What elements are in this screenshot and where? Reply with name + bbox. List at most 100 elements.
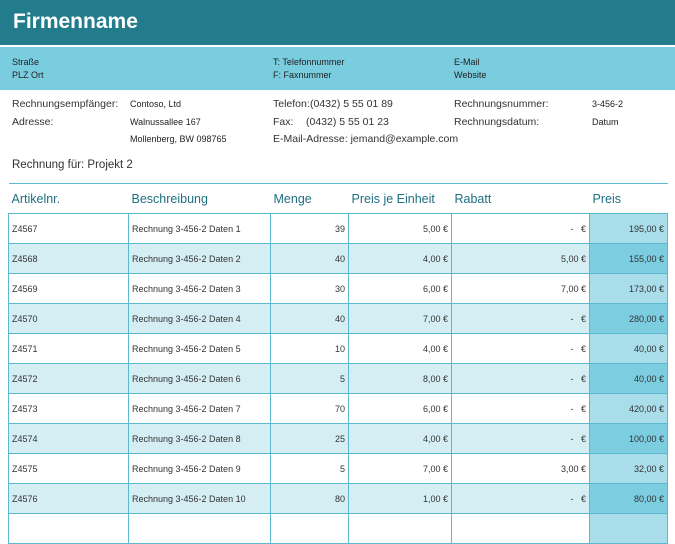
- cell: 8,00 €: [349, 364, 452, 394]
- cell: Rechnung 3-456-2 Daten 3: [129, 274, 271, 304]
- cell: [452, 514, 590, 544]
- cell: - €: [452, 334, 590, 364]
- label: Rechnungsdatum:: [454, 116, 539, 128]
- cell: 173,00 €: [590, 274, 668, 304]
- cell: 80,00 €: [590, 484, 668, 514]
- cell: 40,00 €: [590, 364, 668, 394]
- cell: [590, 514, 668, 544]
- row: Z4575Rechnung 3-456-2 Daten 957,00 €3,00…: [9, 454, 668, 484]
- header-bar: Firmenname: [0, 0, 675, 45]
- cell: - €: [452, 484, 590, 514]
- cell: 7,00 €: [349, 454, 452, 484]
- cell: Z4575: [9, 454, 129, 484]
- row: Z4569Rechnung 3-456-2 Daten 3306,00 €7,0…: [9, 274, 668, 304]
- column-header: Artikelnr.: [9, 184, 129, 214]
- cell: - €: [452, 394, 590, 424]
- cell: 30: [271, 274, 349, 304]
- cell: 32,00 €: [590, 454, 668, 484]
- cell: Z4567: [9, 214, 129, 244]
- column-header: Preis je Einheit: [349, 184, 452, 214]
- cell: Rechnung 3-456-2 Daten 7: [129, 394, 271, 424]
- cell: Rechnung 3-456-2 Daten 2: [129, 244, 271, 274]
- label: Adresse:: [12, 116, 53, 128]
- cell: Z4572: [9, 364, 129, 394]
- cell: Rechnung 3-456-2 Daten 6: [129, 364, 271, 394]
- cell: [349, 514, 452, 544]
- cell: 7,00 €: [452, 274, 590, 304]
- cell: 4,00 €: [349, 244, 452, 274]
- cell: Z4574: [9, 424, 129, 454]
- row: Z4568Rechnung 3-456-2 Daten 2404,00 €5,0…: [9, 244, 668, 274]
- phone: T: Telefonnummer: [273, 57, 344, 67]
- cell: 7,00 €: [349, 304, 452, 334]
- cell: - €: [452, 364, 590, 394]
- cell: - €: [452, 304, 590, 334]
- cell: 4,00 €: [349, 424, 452, 454]
- row: Z4570Rechnung 3-456-2 Daten 4407,00 €- €…: [9, 304, 668, 334]
- cell: - €: [452, 214, 590, 244]
- project: Rechnung für: Projekt 2: [12, 159, 133, 171]
- fax: F: Faxnummer: [273, 70, 332, 80]
- label: Fax:: [273, 116, 293, 128]
- cell: Rechnung 3-456-2 Daten 4: [129, 304, 271, 334]
- label: Rechnungsempfänger:: [12, 98, 118, 110]
- column-header: Preis: [590, 184, 668, 214]
- row: [9, 514, 668, 544]
- invoice-table: Artikelnr.BeschreibungMengePreis je Einh…: [8, 183, 668, 544]
- cell: Rechnung 3-456-2 Daten 9: [129, 454, 271, 484]
- row: Z4571Rechnung 3-456-2 Daten 5104,00 €- €…: [9, 334, 668, 364]
- cell: 80: [271, 484, 349, 514]
- column-header: Menge: [271, 184, 349, 214]
- page: Firmenname Straße PLZ Ort T: Telefonnumm…: [0, 0, 675, 520]
- cell: Z4569: [9, 274, 129, 304]
- website: Website: [454, 70, 486, 80]
- email: E-Mail: [454, 57, 480, 67]
- cell: Rechnung 3-456-2 Daten 1: [129, 214, 271, 244]
- cell: 5: [271, 364, 349, 394]
- cell: 25: [271, 424, 349, 454]
- value: Mollenberg, BW 098765: [130, 134, 227, 144]
- cell: [9, 514, 129, 544]
- cell: 10: [271, 334, 349, 364]
- company-name: Firmenname: [13, 10, 138, 34]
- cell: 100,00 €: [590, 424, 668, 454]
- cell: 70: [271, 394, 349, 424]
- cell: 6,00 €: [349, 394, 452, 424]
- cell: 5: [271, 454, 349, 484]
- cell: 195,00 €: [590, 214, 668, 244]
- city: PLZ Ort: [12, 70, 44, 80]
- cell: Z4570: [9, 304, 129, 334]
- header-row: Artikelnr.BeschreibungMengePreis je Einh…: [9, 184, 668, 214]
- value: (0432) 5 55 01 89: [310, 98, 393, 110]
- street: Straße: [12, 57, 39, 67]
- cell: 5,00 €: [452, 244, 590, 274]
- value: 3-456-2: [592, 99, 623, 109]
- value: (0432) 5 55 01 23: [306, 116, 389, 128]
- cell: Rechnung 3-456-2 Daten 5: [129, 334, 271, 364]
- value: Datum: [592, 117, 619, 127]
- cell: Z4568: [9, 244, 129, 274]
- cell: 280,00 €: [590, 304, 668, 334]
- cell: 5,00 €: [349, 214, 452, 244]
- column-header: Beschreibung: [129, 184, 271, 214]
- row: Z4572Rechnung 3-456-2 Daten 658,00 €- €4…: [9, 364, 668, 394]
- cell: 155,00 €: [590, 244, 668, 274]
- value: Contoso, Ltd: [130, 99, 181, 109]
- value: Walnussallee 167: [130, 117, 201, 127]
- cell: Z4573: [9, 394, 129, 424]
- cell: Rechnung 3-456-2 Daten 10: [129, 484, 271, 514]
- row: Z4567Rechnung 3-456-2 Daten 1395,00 €- €…: [9, 214, 668, 244]
- label: Telefon:: [273, 98, 310, 110]
- cell: Rechnung 3-456-2 Daten 8: [129, 424, 271, 454]
- cell: 1,00 €: [349, 484, 452, 514]
- cell: Z4576: [9, 484, 129, 514]
- cell: [129, 514, 271, 544]
- cell: 4,00 €: [349, 334, 452, 364]
- contact-band: Straße PLZ Ort T: Telefonnummer F: Faxnu…: [0, 47, 675, 90]
- value: E-Mail-Adresse: jemand@example.com: [273, 133, 458, 145]
- cell: 39: [271, 214, 349, 244]
- cell: 3,00 €: [452, 454, 590, 484]
- row: Z4574Rechnung 3-456-2 Daten 8254,00 €- €…: [9, 424, 668, 454]
- cell: - €: [452, 424, 590, 454]
- cell: 6,00 €: [349, 274, 452, 304]
